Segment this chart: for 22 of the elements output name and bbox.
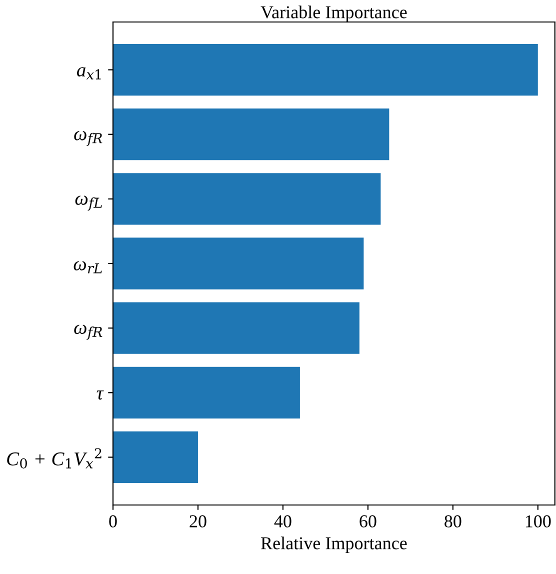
x-tick-label: 80: [444, 515, 462, 528]
x-tick-label: 40: [274, 515, 292, 528]
bar: [113, 431, 198, 484]
y-tick-label: ω$_{fL}$: [75, 196, 102, 211]
bar: [113, 44, 538, 96]
y-tick-label: ω$_{fR}$: [74, 131, 102, 146]
y-tick-label: ω$_{fR}$: [74, 324, 102, 340]
x-tick-label: 100: [526, 515, 551, 528]
y-tick-label: ω$_{rL}$: [74, 261, 102, 274]
x-tick-label: 0: [109, 515, 117, 528]
y-tick-label: τ: [96, 390, 104, 400]
x-axis-title: Relative Importance: [261, 536, 407, 554]
x-tick-label: 20: [190, 515, 206, 528]
bar: [113, 302, 360, 354]
y-tick-label: a$_{x1}$: [77, 67, 101, 80]
bar: [113, 366, 300, 418]
bar: [113, 108, 390, 160]
chart-title: Variable Importance: [260, 6, 407, 22]
x-tick-label: 60: [360, 515, 376, 528]
y-tick-label: C$_{0}$ + C$_{1}$V$_{x}$$^{2}$: [7, 448, 102, 469]
bar: [113, 238, 364, 290]
bar: [113, 173, 381, 225]
